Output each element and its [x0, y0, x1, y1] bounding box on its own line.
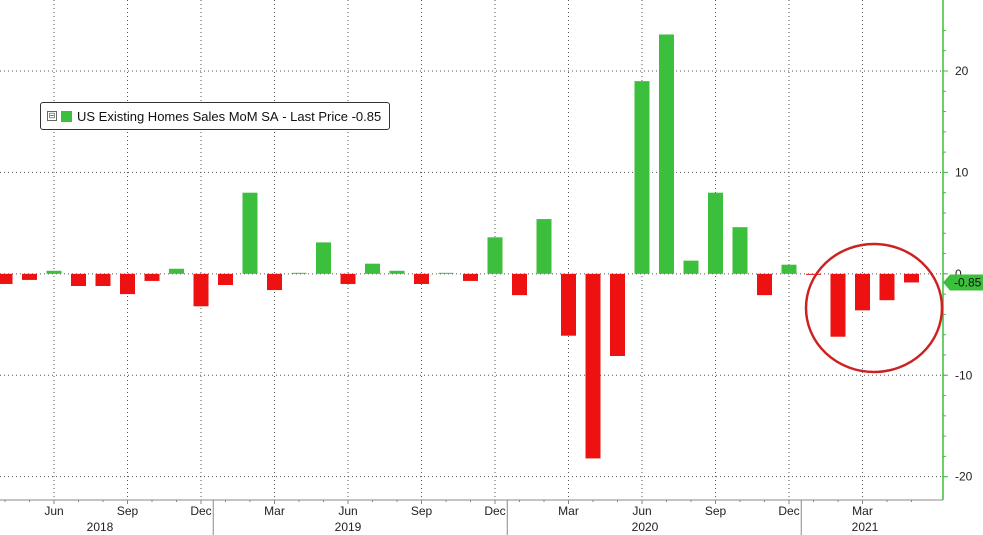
bar: [855, 273, 870, 311]
bar: [708, 192, 723, 274]
gridlines: [0, 0, 943, 500]
year-label: 2020: [632, 520, 659, 534]
bar: [95, 273, 111, 287]
legend-collapse-icon[interactable]: ⊟: [47, 111, 57, 121]
bar: [757, 273, 772, 296]
bar: [806, 273, 821, 275]
year-label: 2021: [852, 520, 879, 534]
bars: [0, 34, 919, 459]
legend-last-price-value: -0.85: [351, 108, 382, 124]
bar: [340, 273, 356, 284]
bar: [46, 270, 62, 274]
bar: [267, 273, 282, 291]
bar: [414, 273, 429, 284]
x-tick-label: Dec: [484, 504, 505, 518]
bar: [487, 237, 503, 274]
x-tick-label: Sep: [705, 504, 727, 518]
year-label: 2018: [87, 520, 114, 534]
bar: [561, 273, 576, 336]
legend-last-price-label: Last Price: [290, 108, 348, 124]
x-tick-label: Mar: [852, 504, 873, 518]
bar: [463, 273, 478, 281]
bar: [732, 227, 748, 274]
bar: [144, 273, 160, 281]
x-tick-label: Jun: [338, 504, 357, 518]
bar: [659, 34, 674, 274]
bar: [22, 273, 37, 280]
x-tick-label: Sep: [117, 504, 139, 518]
bar: [242, 192, 258, 274]
bar: [610, 273, 625, 356]
bar: [365, 263, 380, 274]
bar: [512, 273, 527, 296]
bar: [634, 81, 650, 274]
bar: [0, 273, 13, 284]
bar: [218, 273, 233, 285]
y-tick-label: -20: [955, 470, 973, 484]
bar: [904, 273, 919, 283]
y-tick-label: 10: [955, 165, 969, 179]
last-value-tag: [943, 274, 983, 291]
bar: [536, 219, 552, 274]
bar: [879, 273, 895, 301]
highlight-circle: [804, 242, 944, 374]
bar: [438, 272, 454, 274]
legend: ⊟ US Existing Homes Sales MoM SA - Last …: [40, 102, 391, 130]
x-tick-label: Jun: [632, 504, 651, 518]
bar: [683, 260, 699, 274]
year-label: 2019: [335, 520, 362, 534]
bar: [193, 273, 209, 307]
x-tick-label: Mar: [558, 504, 579, 518]
x-tick-label: Jun: [44, 504, 63, 518]
legend-separator: -: [278, 108, 291, 124]
legend-swatch: [61, 110, 72, 122]
bar: [781, 264, 797, 274]
last-value-label: -0.85: [954, 275, 982, 289]
y-tick-label: 20: [955, 64, 969, 78]
bar: [389, 270, 405, 274]
y-tick-label: 0: [955, 267, 962, 281]
x-tick-label: Mar: [264, 504, 285, 518]
y-tick-label: -10: [955, 368, 973, 382]
bar: [316, 242, 331, 274]
x-tick-label: Dec: [190, 504, 211, 518]
x-tick-label: Dec: [778, 504, 799, 518]
bar: [585, 273, 601, 459]
bar: [120, 273, 135, 295]
bar: [291, 272, 307, 274]
x-tick-label: Sep: [411, 504, 433, 518]
bar: [830, 273, 846, 337]
bar: [71, 273, 86, 287]
bar: [169, 268, 184, 274]
legend-series-name: US Existing Homes Sales MoM SA: [77, 108, 279, 124]
